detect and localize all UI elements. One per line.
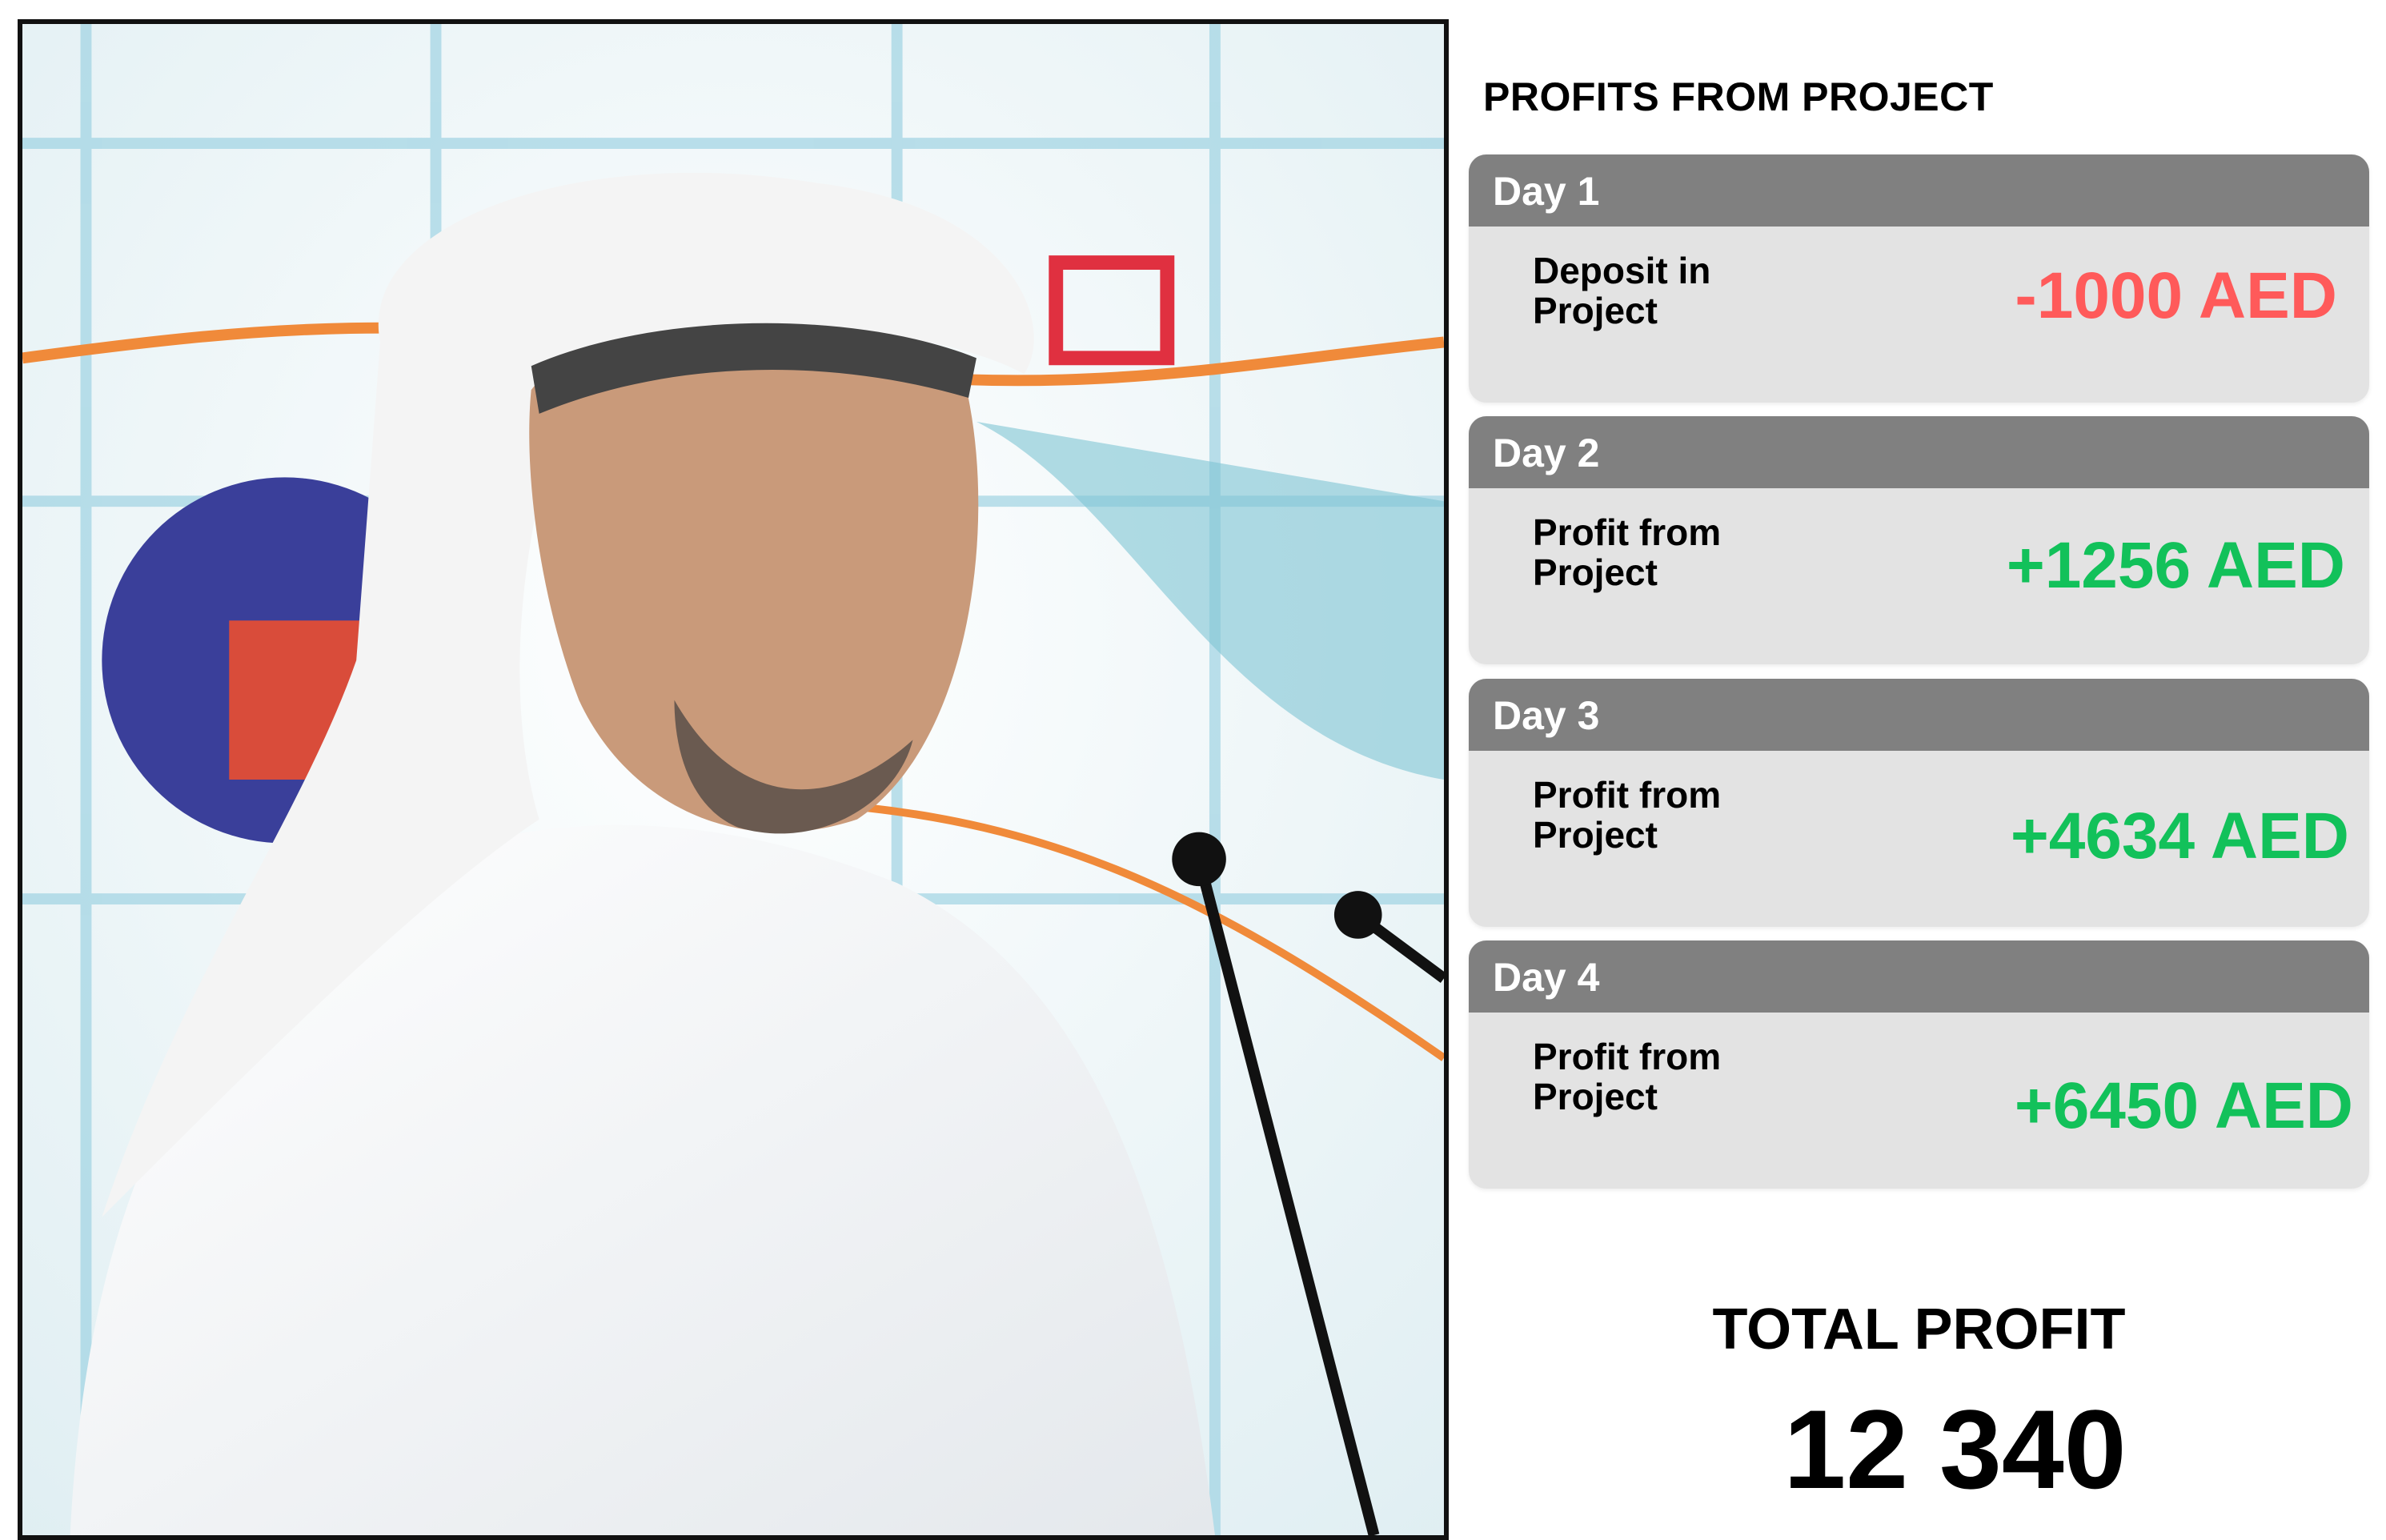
day-card-4: Day 4 Profit from Project +6450 AED	[1469, 940, 2369, 1189]
day-description: Profit from Project	[1533, 1036, 1722, 1117]
day-amount: +1256 AED	[2006, 529, 2345, 602]
day-card-2: Day 2 Profit from Project +1256 AED	[1469, 416, 2369, 664]
day-label: Day 3	[1469, 679, 2369, 751]
day-label: Day 4	[1469, 940, 2369, 1013]
day-card-1: Day 1 Deposit in Project -1000 AED	[1469, 154, 2369, 403]
day-amount: -1000 AED	[2015, 259, 2337, 332]
day-description: Deposit in Project	[1533, 250, 1711, 331]
day-amount: +6450 AED	[2014, 1069, 2353, 1142]
day-description: Profit from Project	[1533, 511, 1722, 593]
total-profit-label: TOTAL PROFIT	[1712, 1297, 2126, 1362]
total-profit-value: 12 340	[1783, 1386, 2127, 1512]
panel-title: PROFITS FROM PROJECT	[1483, 74, 1994, 119]
day-label: Day 1	[1469, 154, 2369, 227]
day-amount: +4634 AED	[2010, 800, 2349, 872]
day-description: Profit from Project	[1533, 774, 1722, 856]
speaker-photo	[18, 19, 1449, 1540]
day-label: Day 2	[1469, 416, 2369, 488]
day-card-3: Day 3 Profit from Project +4634 AED	[1469, 679, 2369, 927]
